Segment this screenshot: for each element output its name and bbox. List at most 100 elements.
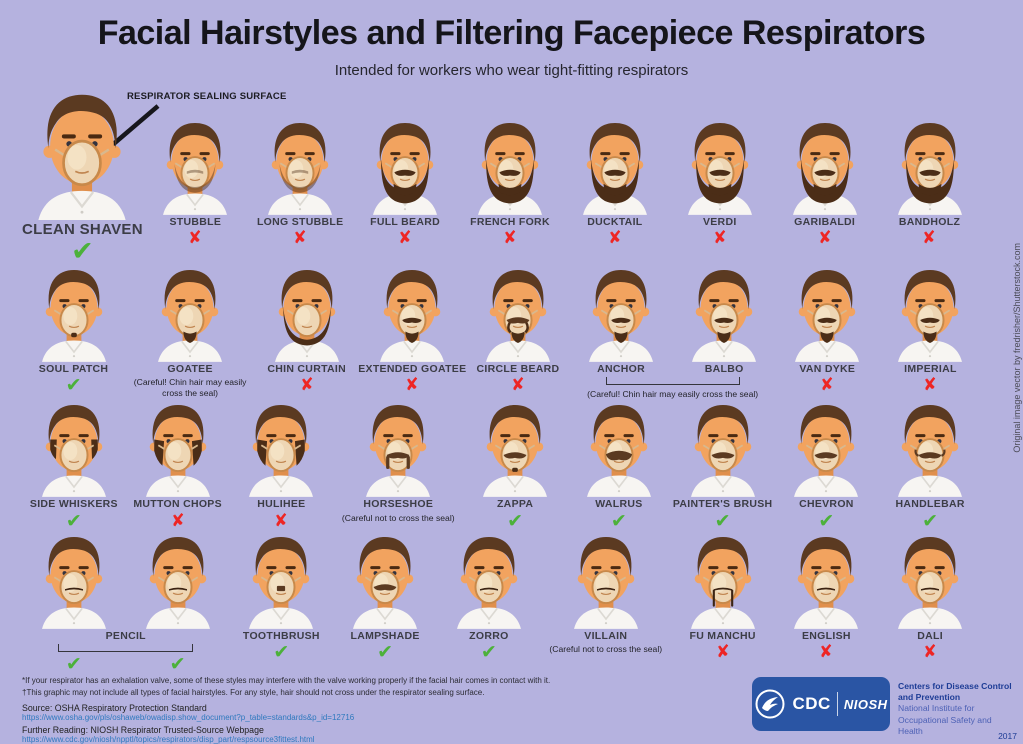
- style-imperial: IMPERIAL ✘: [879, 265, 982, 400]
- style-label: FULL BEARD: [370, 216, 441, 228]
- style-label: PAINTER'S BRUSH: [672, 498, 773, 511]
- face-illustration: [373, 123, 438, 215]
- face-illustration: [38, 94, 127, 220]
- face-illustration: [477, 123, 542, 215]
- cdc-niosh-badge: CDC NIOSH: [752, 677, 890, 731]
- style-handlebar: HANDLEBAR ✔: [878, 400, 982, 531]
- style-horseshoe: HORSESHOE (Careful not to cross the seal): [333, 400, 463, 531]
- style-side-whiskers: SIDE WHISKERS ✔: [22, 400, 126, 531]
- footnote-not-all-styles: †This graphic may not include all types …: [22, 688, 485, 698]
- face-illustration: [898, 405, 963, 498]
- cross-icon: ✘: [714, 640, 731, 663]
- agency-name-light: National Institute for Occupational Safe…: [898, 703, 992, 736]
- style-label: STUBBLE: [169, 216, 222, 228]
- style-label: LAMPSHADE: [350, 629, 420, 642]
- page-subtitle: Intended for workers who wear tight-fitt…: [334, 62, 689, 79]
- face-illustration: [485, 270, 550, 363]
- agency-name-bold: Centers for Disease Control and Preventi…: [898, 681, 1012, 703]
- style-label: ANCHOR: [597, 363, 646, 376]
- style-villain: VILLAIN (Careful not to cross the seal): [541, 532, 671, 675]
- style-chin-curtain: CHIN CURTAIN ✘: [255, 265, 358, 400]
- style-chevron: CHEVRON ✔: [775, 400, 879, 531]
- grid-row-3: SIDE WHISKERS ✔ MUTTON CHOPS ✘ HULIHEE: [22, 400, 982, 531]
- check-icon: ✔: [377, 640, 394, 663]
- style-label: FU MANCHU: [689, 629, 756, 642]
- style-french-fork: FRENCH FORK ✘: [458, 118, 563, 265]
- style-label: HORSESHOE: [363, 498, 434, 511]
- style-verdi: VERDI ✘: [667, 118, 772, 265]
- check-icon: ✔: [65, 374, 82, 397]
- style-walrus: WALRUS ✔: [567, 400, 671, 531]
- style-label: IMPERIAL: [904, 363, 957, 376]
- face-illustration: [163, 123, 228, 215]
- niosh-logo: NIOSH: [843, 696, 888, 712]
- face-illustration: [380, 270, 445, 363]
- style-label: GOATEE: [167, 363, 213, 376]
- face-illustration: [582, 123, 647, 215]
- face-illustration: [898, 270, 963, 363]
- style-pair-pencil: PENCIL ✔ ✔: [22, 532, 230, 675]
- style-label: CHIN CURTAIN: [267, 363, 346, 376]
- cross-icon: ✘: [922, 374, 939, 397]
- footnotes: *If your respirator has an exhalation va…: [22, 675, 622, 744]
- style-label: CIRCLE BEARD: [476, 363, 560, 376]
- style-label: CLEAN SHAVEN: [22, 221, 143, 238]
- cross-icon: ✘: [606, 227, 623, 249]
- check-icon: ✔: [922, 509, 939, 532]
- cross-icon: ✘: [169, 509, 186, 532]
- face-illustration: [898, 536, 963, 629]
- style-label: TOOTHBRUSH: [242, 629, 320, 642]
- caution-note: (Careful! Chin hair may easily cross the…: [587, 389, 759, 400]
- style-label: EXTENDED GOATEE: [358, 363, 467, 376]
- grid-row-4: PENCIL ✔ ✔ TOOTHBRUSH ✔ LAMPSHADE ✔: [22, 532, 982, 675]
- style-garibaldi: GARIBALDI ✘: [772, 118, 877, 265]
- pair-marks: ✔ ✔: [22, 652, 230, 675]
- style-hulihee: HULIHEE ✘: [230, 400, 334, 531]
- style-dali: DALI ✘: [878, 532, 982, 675]
- respirator-sealing-surface-label: RESPIRATOR SEALING SURFACE: [127, 91, 287, 102]
- face-illustration: [268, 123, 333, 215]
- style-label: ZORRO: [469, 629, 509, 642]
- check-icon: ✔: [71, 236, 94, 268]
- face-illustration: [41, 270, 106, 363]
- caution-note: (Careful! Chin hair may easily cross the…: [133, 377, 247, 399]
- style-label: FRENCH FORK: [470, 216, 550, 228]
- style-circle-beard: CIRCLE BEARD ✘: [466, 265, 569, 400]
- check-icon: ✔: [65, 652, 82, 675]
- agency-names: Centers for Disease Control and Preventi…: [898, 681, 1018, 737]
- style-soul-patch: SOUL PATCH ✔: [22, 265, 125, 400]
- check-icon: ✔: [714, 509, 731, 532]
- style-zorro: ZORRO ✔: [437, 532, 541, 675]
- face-illustration: [897, 123, 962, 215]
- face-illustration: [483, 405, 548, 498]
- check-icon: ✔: [169, 652, 186, 675]
- pair-bracket: [605, 377, 740, 386]
- style-label: HANDLEBAR: [895, 498, 965, 511]
- niosh-webpage-link[interactable]: https://www.cdc.gov/niosh/npptl/topics/r…: [22, 734, 315, 744]
- face-illustration: [145, 536, 210, 629]
- cross-icon: ✘: [501, 227, 519, 249]
- caution-note: (Careful not to cross the seal): [341, 512, 455, 523]
- check-icon: ✔: [480, 640, 497, 663]
- face-illustration: [145, 405, 210, 498]
- pair-heads: [22, 532, 230, 629]
- style-label: VAN DYKE: [799, 363, 856, 376]
- source-label: Source: OSHA Respiratory Protection Stan…: [22, 702, 207, 713]
- cross-icon: ✘: [298, 374, 315, 397]
- face-illustration: [687, 123, 752, 215]
- style-ducktail: DUCKTAIL ✘: [562, 118, 667, 265]
- style-extended-goatee: EXTENDED GOATEE ✘: [358, 265, 466, 400]
- check-icon: ✔: [818, 509, 835, 532]
- style-stubble: STUBBLE ✘: [143, 118, 248, 265]
- face-illustration: [692, 270, 757, 363]
- cross-icon: ✘: [819, 374, 836, 397]
- cross-icon: ✘: [818, 640, 835, 663]
- osha-standard-link[interactable]: https://www.osha.gov/pls/oshaweb/owadisp…: [22, 712, 355, 722]
- further-reading-label: Further Reading: NIOSH Respirator Truste…: [22, 724, 264, 735]
- cross-icon: ✘: [921, 227, 938, 249]
- style-label: HULIHEE: [257, 498, 306, 511]
- face-illustration: [366, 405, 431, 498]
- face-illustration: [573, 536, 638, 629]
- style-mutton-chops: MUTTON CHOPS ✘: [126, 400, 230, 531]
